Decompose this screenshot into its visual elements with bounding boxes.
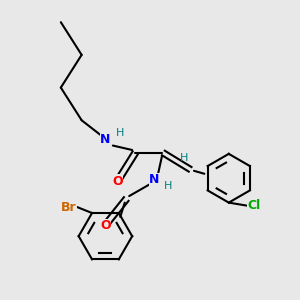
Text: O: O [100, 219, 111, 232]
Text: H: H [180, 153, 188, 163]
Text: H: H [164, 181, 172, 191]
Text: H: H [116, 128, 124, 138]
Text: N: N [149, 173, 160, 186]
Text: O: O [112, 175, 123, 188]
Text: Cl: Cl [248, 199, 261, 212]
Text: N: N [100, 133, 111, 146]
Text: Br: Br [61, 201, 76, 214]
